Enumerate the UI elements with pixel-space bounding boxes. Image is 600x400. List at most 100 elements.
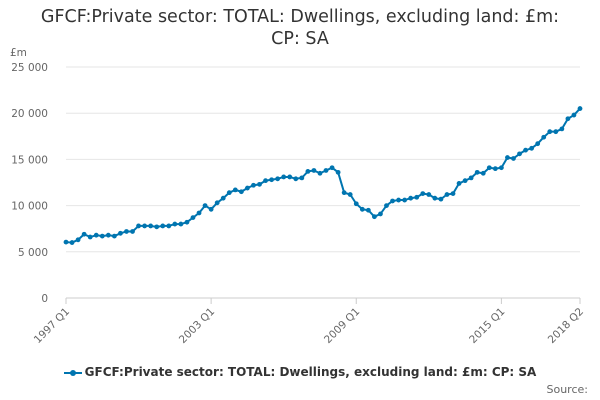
data-point[interactable]: [124, 229, 129, 234]
x-tick-label: 2003 Q1: [177, 306, 217, 346]
data-point[interactable]: [359, 206, 365, 212]
x-tick-label: 1997 Q1: [32, 306, 72, 346]
data-point[interactable]: [190, 215, 196, 221]
data-point[interactable]: [450, 191, 456, 196]
data-point[interactable]: [444, 192, 450, 197]
legend-label: GFCF:Private sector: TOTAL: Dwellings, e…: [84, 365, 537, 379]
data-point[interactable]: [396, 197, 401, 203]
data-point[interactable]: [498, 165, 504, 171]
legend-marker-icon: [63, 368, 82, 378]
data-point[interactable]: [468, 175, 474, 181]
data-point[interactable]: [420, 191, 426, 196]
data-point[interactable]: [105, 232, 111, 238]
data-point[interactable]: [384, 203, 389, 209]
data-point[interactable]: [99, 233, 105, 239]
data-point[interactable]: [160, 223, 166, 229]
data-point[interactable]: [196, 210, 202, 216]
data-point[interactable]: [390, 198, 395, 204]
data-point[interactable]: [402, 197, 408, 203]
y-axis-ticks: 0 5 000 10 000 15 000 20 000 25 000: [11, 62, 48, 305]
y-tick-label: 10 000: [11, 201, 48, 213]
data-point[interactable]: [335, 169, 341, 175]
data-point[interactable]: [408, 195, 414, 201]
data-point[interactable]: [559, 126, 565, 132]
data-point[interactable]: [474, 169, 480, 175]
data-point[interactable]: [208, 206, 214, 212]
data-point[interactable]: [353, 201, 359, 207]
chart-title-line-2: CP: SA: [271, 29, 329, 49]
data-point[interactable]: [414, 194, 420, 200]
data-point[interactable]: [293, 176, 299, 182]
data-point[interactable]: [63, 239, 69, 245]
data-point[interactable]: [251, 182, 256, 188]
data-point[interactable]: [226, 190, 232, 196]
data-point[interactable]: [456, 181, 462, 186]
data-point[interactable]: [565, 116, 571, 122]
data-point[interactable]: [166, 223, 172, 229]
x-tick-label: 2015 Q1: [467, 306, 507, 346]
data-point[interactable]: [505, 155, 510, 160]
data-point[interactable]: [365, 207, 371, 213]
data-point[interactable]: [480, 170, 486, 176]
source-label: Source:: [546, 383, 589, 396]
data-point[interactable]: [93, 232, 99, 238]
data-point[interactable]: [305, 169, 311, 174]
data-point[interactable]: [541, 134, 547, 140]
data-point[interactable]: [517, 151, 522, 157]
data-point[interactable]: [311, 168, 317, 173]
data-point[interactable]: [136, 223, 141, 229]
data-point[interactable]: [287, 174, 293, 180]
data-point[interactable]: [130, 229, 135, 234]
data-point[interactable]: [372, 214, 377, 220]
series-group: [63, 106, 583, 245]
data-point[interactable]: [87, 234, 93, 240]
data-point[interactable]: [511, 156, 516, 161]
data-point[interactable]: [232, 187, 238, 193]
data-point[interactable]: [269, 177, 274, 183]
data-point[interactable]: [378, 211, 383, 217]
data-point[interactable]: [202, 203, 208, 209]
data-point[interactable]: [492, 166, 498, 172]
data-point[interactable]: [172, 221, 178, 227]
data-point[interactable]: [299, 175, 305, 181]
y-tick-label: 5 000: [18, 247, 48, 259]
data-point[interactable]: [523, 147, 528, 153]
data-point[interactable]: [571, 112, 577, 118]
data-point[interactable]: [118, 230, 123, 236]
data-point[interactable]: [329, 165, 335, 171]
data-point[interactable]: [142, 223, 148, 229]
data-point[interactable]: [214, 200, 220, 206]
data-point[interactable]: [462, 178, 468, 184]
series-line: [65, 107, 581, 244]
data-point[interactable]: [426, 192, 432, 197]
data-point[interactable]: [238, 189, 244, 195]
data-point[interactable]: [553, 129, 559, 135]
data-point[interactable]: [486, 165, 492, 171]
data-point[interactable]: [75, 237, 81, 243]
data-point[interactable]: [535, 141, 541, 147]
data-point[interactable]: [323, 168, 329, 173]
data-point[interactable]: [432, 195, 438, 201]
data-point[interactable]: [529, 145, 535, 151]
data-point[interactable]: [220, 195, 226, 201]
data-point[interactable]: [341, 190, 347, 196]
data-point[interactable]: [81, 231, 87, 237]
data-point[interactable]: [347, 192, 353, 197]
data-point[interactable]: [184, 219, 190, 225]
data-point[interactable]: [281, 174, 287, 180]
data-point[interactable]: [438, 196, 444, 202]
data-point[interactable]: [317, 170, 323, 176]
data-point[interactable]: [111, 233, 117, 239]
data-point[interactable]: [547, 129, 553, 135]
x-axis-ticks: 1997 Q1 2003 Q1 2009 Q1 2015 Q1 2018 Q2: [32, 298, 586, 346]
data-point[interactable]: [154, 224, 160, 230]
data-point[interactable]: [257, 181, 262, 187]
data-point[interactable]: [245, 185, 250, 191]
data-point[interactable]: [263, 178, 268, 184]
legend[interactable]: GFCF:Private sector: TOTAL: Dwellings, e…: [0, 365, 600, 379]
data-point[interactable]: [178, 221, 184, 227]
data-point[interactable]: [148, 223, 154, 229]
data-point[interactable]: [69, 240, 75, 245]
data-point[interactable]: [275, 176, 281, 182]
data-point[interactable]: [577, 106, 583, 111]
